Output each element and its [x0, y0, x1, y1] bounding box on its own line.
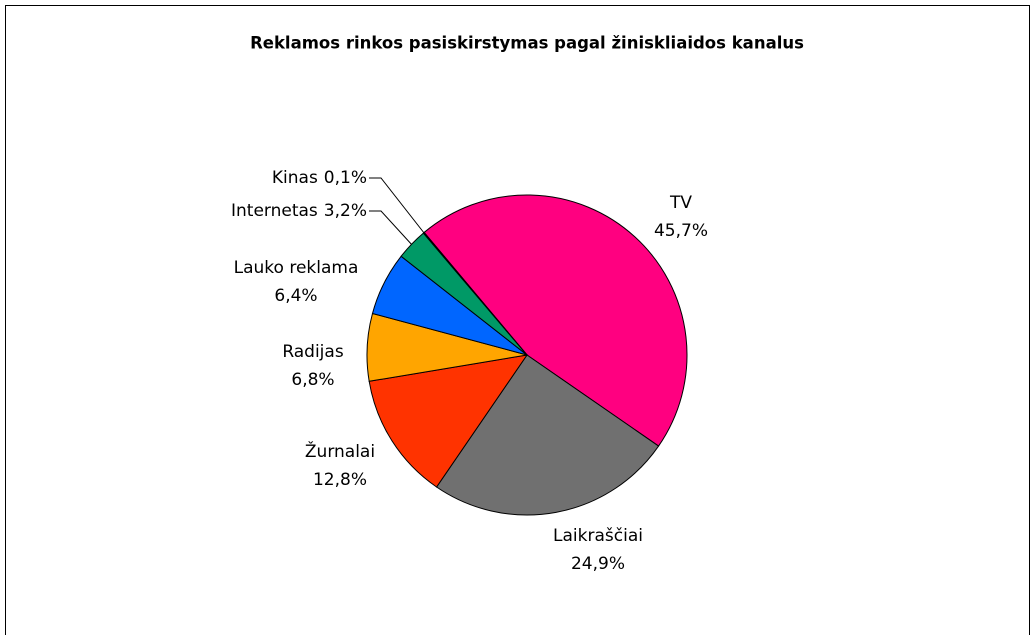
slice-label: Žurnalai	[305, 440, 375, 462]
value-label: 45,7%	[654, 221, 708, 241]
pie-slice	[423, 194, 688, 447]
value-label: 6,8%	[291, 370, 334, 390]
leader-line	[369, 210, 414, 247]
pie-slice	[422, 231, 528, 356]
slice-label: TV	[669, 193, 692, 213]
slice-label: Kinas	[272, 168, 318, 188]
value-label: 6,4%	[274, 286, 317, 306]
chart-title: Reklamos rinkos pasiskirstymas pagal žin…	[250, 34, 804, 53]
value-label: 0,1%	[324, 168, 367, 188]
leader-line	[369, 177, 429, 239]
slice-label-group: Internetas 3,2%	[231, 201, 367, 221]
value-label: 12,8%	[313, 470, 367, 490]
slice-label: Laikraščiai	[553, 526, 643, 546]
slice-label: Radijas	[282, 342, 344, 362]
slice-label: Internetas	[231, 201, 318, 221]
value-label: 3,2%	[324, 201, 367, 221]
pie-slice	[435, 354, 660, 516]
value-label: 24,9%	[571, 554, 625, 574]
pie-slice	[368, 354, 529, 488]
slice-label: Lauko reklama	[234, 258, 359, 278]
slice-label-group: Kinas 0,1%	[272, 168, 367, 188]
